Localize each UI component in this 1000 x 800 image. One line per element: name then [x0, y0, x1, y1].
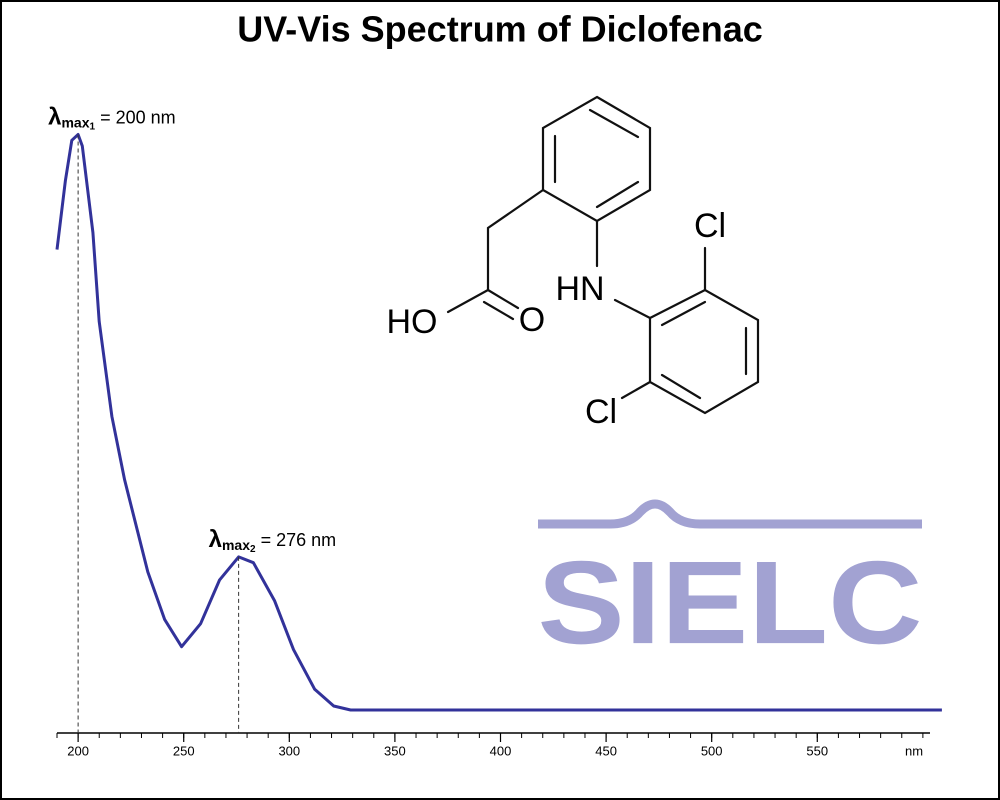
x-axis-label: nm [905, 743, 923, 758]
atom-label: Cl [585, 393, 617, 431]
atom-label: HO [387, 303, 438, 341]
peak-annotation: λmax2 = 276 nm [209, 526, 337, 554]
x-tick-label: 400 [490, 743, 512, 758]
logo: SIELC [538, 537, 923, 669]
x-tick-label: 450 [595, 743, 617, 758]
atom-label: Cl [694, 207, 726, 245]
spectrum-line [55, 133, 942, 712]
index: 1 [90, 121, 96, 132]
x-tick-label: 200 [67, 743, 89, 758]
atom-label: HN [555, 270, 604, 308]
structure [446, 95, 760, 415]
lambda: λ [48, 104, 61, 131]
x-tick-label: 350 [384, 743, 406, 758]
chart-title: UV-Vis Spectrum of Diclofenac [237, 9, 762, 50]
subscript: max [61, 114, 89, 130]
annotation-text: = 200 nm [95, 107, 176, 127]
subscript: max [222, 537, 250, 553]
peak-annotation: λmax1 = 200 nm [48, 104, 176, 132]
x-tick-label: 550 [806, 743, 828, 758]
atom-label: O [519, 301, 545, 339]
x-tick-label: 300 [278, 743, 300, 758]
x-tick-label: 250 [173, 743, 195, 758]
index: 2 [250, 544, 256, 555]
lambda: λ [209, 526, 222, 553]
x-tick-label: 500 [701, 743, 723, 758]
annotation-text: = 276 nm [256, 530, 337, 550]
logo-swoosh [538, 499, 922, 529]
